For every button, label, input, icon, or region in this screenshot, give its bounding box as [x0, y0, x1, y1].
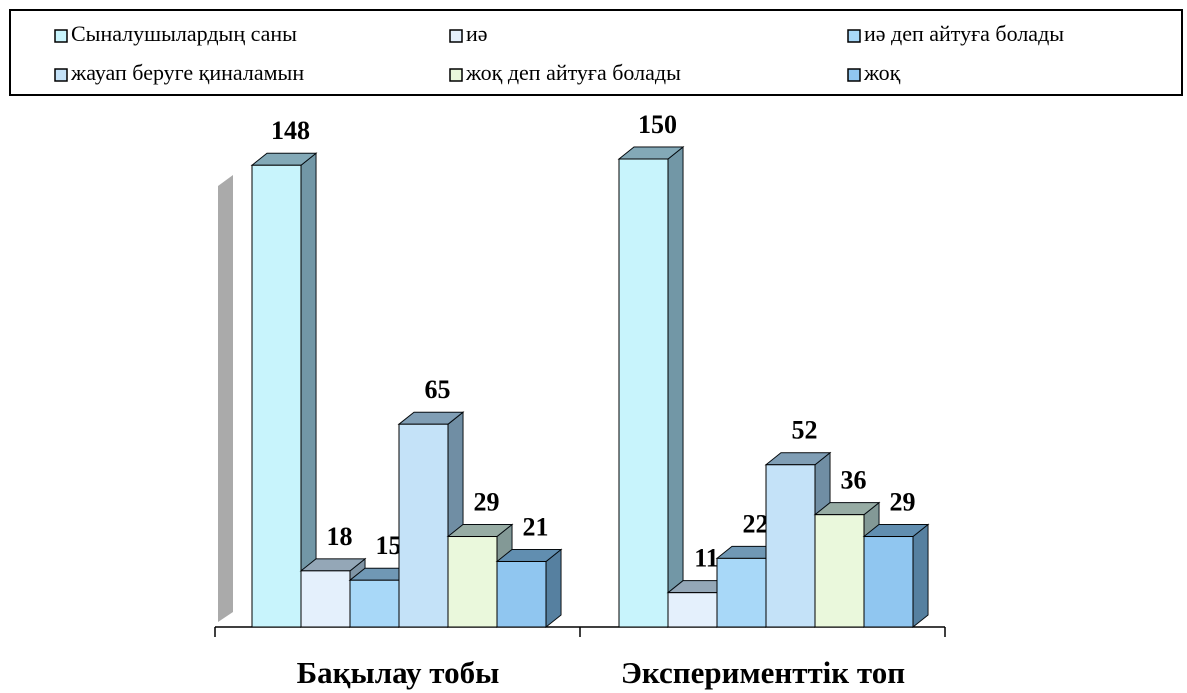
- bar: [814, 514, 865, 628]
- bar-top-shade: [619, 147, 683, 159]
- bar-top-shade: [668, 580, 732, 593]
- legend-label: иә деп айтуға болады: [864, 21, 1064, 46]
- legend-swatch: [449, 29, 463, 43]
- legend-swatch: [847, 68, 861, 82]
- value-label: 150: [638, 110, 677, 139]
- bar-top-shade: [497, 549, 561, 562]
- value-label: 22: [743, 509, 769, 538]
- value-label: 21: [523, 512, 549, 541]
- bar: [251, 164, 302, 628]
- value-label: 15: [376, 531, 402, 560]
- value-label: 11: [694, 544, 719, 573]
- x-tick-label: Бақылау тобы: [297, 655, 500, 690]
- bar: [618, 158, 669, 628]
- bar-top-shade: [864, 524, 928, 537]
- bar-top-shade: [252, 153, 316, 166]
- x-tick-label: Эксперименттік топ: [621, 655, 905, 690]
- bar: [447, 536, 498, 628]
- bar: [765, 464, 816, 628]
- bar-top-shade: [448, 524, 512, 537]
- bar: [349, 579, 400, 628]
- bar-top-shade: [399, 412, 463, 425]
- legend-label: жоқ деп айтуға болады: [465, 60, 681, 85]
- bar: [300, 570, 351, 628]
- legend-label: Сыналушылардың саны: [71, 21, 297, 46]
- value-label: 65: [425, 375, 451, 404]
- bar: [667, 592, 718, 628]
- bar-side-shade: [668, 147, 683, 627]
- legend-swatch: [54, 68, 68, 82]
- bar-top-shade: [815, 502, 879, 515]
- legend-label: жоқ: [863, 60, 901, 85]
- bar-top-shade: [766, 452, 830, 465]
- bar-side-shade: [301, 153, 316, 628]
- legend-label: жауап беруге қиналамын: [70, 60, 304, 85]
- legend-swatch: [847, 29, 861, 43]
- value-label: 36: [841, 466, 867, 495]
- value-label: 29: [474, 487, 500, 516]
- bar-side-shade: [546, 549, 561, 627]
- value-label: 52: [792, 416, 818, 445]
- bar-top-shade: [301, 558, 365, 571]
- bar: [863, 536, 914, 628]
- value-label: 18: [327, 522, 353, 551]
- value-label: 148: [271, 116, 310, 145]
- bar-side-shade: [913, 524, 928, 627]
- bar-top-shade: [717, 546, 781, 559]
- legend-swatch: [449, 68, 463, 82]
- bar: [496, 560, 547, 628]
- legend-label: иә: [466, 21, 488, 46]
- bar-top-shade: [350, 568, 414, 581]
- legend-swatch: [54, 29, 68, 43]
- legend-box: [9, 9, 1183, 96]
- bar: [716, 557, 767, 628]
- value-label: 29: [890, 487, 916, 516]
- back-wall: [218, 175, 233, 622]
- bar: [398, 423, 449, 628]
